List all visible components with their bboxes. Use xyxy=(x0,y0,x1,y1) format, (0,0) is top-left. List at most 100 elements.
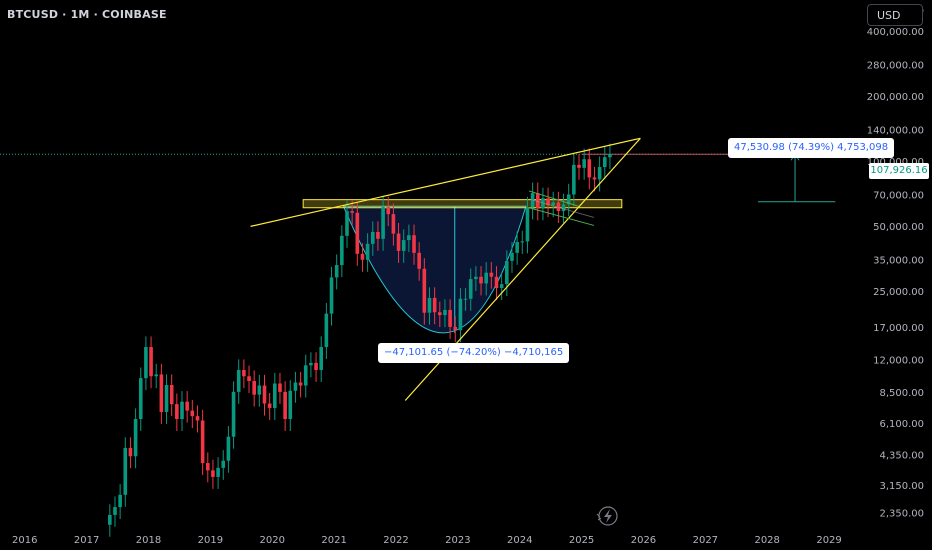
candle xyxy=(226,426,231,473)
last-price-label: 107,926.16 xyxy=(869,163,929,179)
candle xyxy=(195,405,200,433)
candle xyxy=(479,266,483,296)
price-axis[interactable]: 500,000.00400,000.00280,000.00200,000.00… xyxy=(867,6,924,519)
candle xyxy=(205,452,210,483)
price-tick-label: 2,350.00 xyxy=(879,508,924,519)
candle xyxy=(437,301,442,328)
measure-up-label: 47,530.98 (74.39%) 4,753,098 xyxy=(728,138,895,158)
time-axis[interactable]: 2016 2017 2018 2019 2020 2021 2022 2023 2024 2025… xyxy=(12,535,842,546)
candle-body xyxy=(458,298,463,331)
candle-body xyxy=(551,202,556,206)
candle xyxy=(128,437,133,469)
candle-body xyxy=(520,241,525,243)
cup-pattern xyxy=(342,205,527,334)
candle xyxy=(489,262,494,289)
candle-body xyxy=(108,514,112,525)
candle xyxy=(113,496,117,527)
price-tick-label: 6,100.00 xyxy=(879,419,924,430)
candle xyxy=(463,288,468,311)
time-tick-label: 2020 xyxy=(260,535,285,546)
candle-body xyxy=(288,390,293,420)
candle xyxy=(577,154,581,180)
symbol-title[interactable]: BTCUSD · 1M · COINBASE xyxy=(7,8,167,21)
candle-body xyxy=(149,347,153,377)
candle xyxy=(376,221,380,251)
candle xyxy=(283,381,287,431)
time-tick-label: 2021 xyxy=(321,535,346,546)
time-tick-label: 2024 xyxy=(507,535,532,546)
price-tick-label: 400,000.00 xyxy=(867,27,924,38)
candle xyxy=(200,409,205,476)
candle-body xyxy=(525,207,530,242)
candle xyxy=(370,221,375,256)
candle xyxy=(360,243,365,272)
candle-body xyxy=(566,194,571,205)
candle-body xyxy=(273,383,277,408)
candle-body xyxy=(355,212,360,254)
candle xyxy=(453,316,458,343)
candle-body xyxy=(252,381,256,395)
candle-body xyxy=(247,376,251,382)
candle xyxy=(520,230,525,255)
candle-body xyxy=(242,369,246,377)
candle-body xyxy=(303,365,308,386)
candle xyxy=(329,266,334,326)
candle-body xyxy=(412,235,416,253)
time-tick-label: 2025 xyxy=(569,535,594,546)
candle xyxy=(190,399,195,429)
candle-body xyxy=(546,198,550,206)
candle-body xyxy=(319,347,324,370)
price-tick-label: 8,500.00 xyxy=(879,388,924,399)
candle-body xyxy=(376,231,380,239)
candle xyxy=(510,242,514,273)
price-tick-label: 25,000.00 xyxy=(873,287,924,298)
candle-body xyxy=(190,410,195,417)
candle xyxy=(175,393,179,431)
candle xyxy=(185,391,189,423)
candle-body xyxy=(561,204,566,212)
lightning-icon[interactable] xyxy=(596,506,618,526)
candle-body xyxy=(474,276,478,280)
candle-body xyxy=(401,240,406,251)
candle-body xyxy=(360,253,365,260)
candle xyxy=(144,336,148,391)
candle xyxy=(138,367,143,431)
upper-trendline xyxy=(250,137,641,227)
candle-body xyxy=(226,436,231,461)
candle xyxy=(407,224,411,253)
candle xyxy=(221,450,226,480)
candle xyxy=(288,380,293,431)
channel-lower xyxy=(528,207,595,226)
price-tick-label: 50,000.00 xyxy=(873,222,924,233)
candle-body xyxy=(463,298,468,300)
candle xyxy=(267,392,272,420)
time-tick-label: 2022 xyxy=(383,535,408,546)
candle xyxy=(169,374,174,417)
candle xyxy=(365,233,370,272)
currency-button[interactable]: USD xyxy=(867,4,923,26)
candle-body xyxy=(340,235,344,266)
time-tick-label: 2018 xyxy=(136,535,161,546)
candle xyxy=(427,287,432,325)
candle xyxy=(355,202,360,266)
candle-body xyxy=(180,401,184,420)
candle-body xyxy=(386,207,391,215)
time-tick-label: 2019 xyxy=(198,535,223,546)
candle xyxy=(236,359,241,404)
candle-body xyxy=(113,507,117,515)
candle-body xyxy=(138,378,143,420)
candle xyxy=(417,242,421,281)
candle xyxy=(314,352,318,382)
candle-body xyxy=(597,167,602,180)
price-tick-label: 280,000.00 xyxy=(867,60,924,71)
candles xyxy=(108,143,612,537)
candle-body xyxy=(309,362,313,366)
candle-body xyxy=(602,157,607,168)
measure-down-label: −47,101.65 (−74.20%) −4,710,165 xyxy=(378,343,570,363)
candle xyxy=(443,299,447,328)
price-tick-label: 70,000.00 xyxy=(873,190,924,201)
price-tick-label: 17,000.00 xyxy=(873,323,924,334)
candle-body xyxy=(324,313,329,348)
candle-body xyxy=(298,382,303,386)
